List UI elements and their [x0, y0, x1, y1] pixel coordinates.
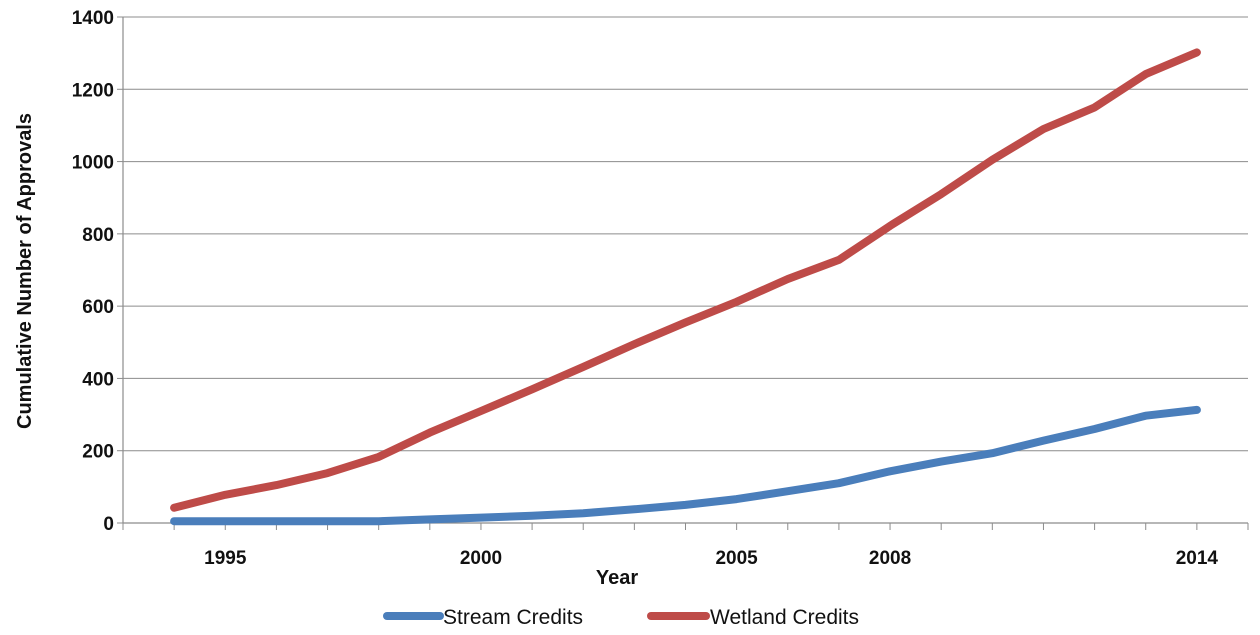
series-line-wetland-credits	[170, 48, 1201, 512]
y-tick-label: 600	[82, 297, 114, 318]
y-axis-title: Cumulative Number of Approvals	[14, 113, 36, 429]
y-tick-label: 400	[82, 369, 114, 390]
legend-label-stream-credits: Stream Credits	[443, 606, 583, 629]
x-tick-label: 2014	[1176, 548, 1219, 569]
y-tick-label: 1200	[72, 80, 114, 101]
x-axis-title: Year	[596, 567, 638, 589]
y-tick-labels: 0 200 400 600 800 1000 1200 1400	[72, 8, 114, 535]
x-tick-label: 1995	[204, 548, 247, 569]
gridlines	[123, 16, 1248, 452]
legend-label-wetland-credits: Wetland Credits	[710, 606, 859, 629]
y-tick-label: 1400	[72, 8, 114, 29]
legend: Stream Credits Wetland Credits	[383, 606, 859, 629]
series-lines	[170, 48, 1201, 526]
x-tick-label: 2005	[715, 548, 758, 569]
series-line-stream-credits	[170, 405, 1201, 526]
x-tick-label: 2000	[460, 548, 502, 569]
x-tick-labels: 1995 2000 2005 2008 2014	[204, 548, 1218, 569]
y-tick-label: 1000	[72, 153, 114, 174]
y-tick-label: 200	[82, 442, 114, 463]
y-tick-label: 800	[82, 225, 114, 246]
axes	[117, 16, 1249, 530]
y-tick-label: 0	[103, 514, 114, 535]
x-tick-label: 2008	[869, 548, 911, 569]
